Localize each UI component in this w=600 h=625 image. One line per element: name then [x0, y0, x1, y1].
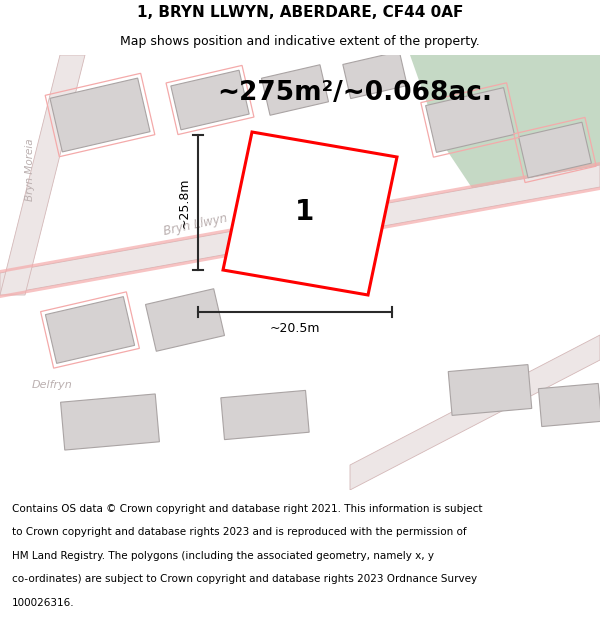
Text: 1, BRYN LLWYN, ABERDARE, CF44 0AF: 1, BRYN LLWYN, ABERDARE, CF44 0AF [137, 4, 463, 19]
Polygon shape [518, 122, 592, 177]
Polygon shape [262, 65, 329, 115]
Polygon shape [0, 187, 600, 298]
Text: HM Land Registry. The polygons (including the associated geometry, namely x, y: HM Land Registry. The polygons (includin… [12, 551, 434, 561]
Text: ~20.5m: ~20.5m [270, 322, 320, 336]
Text: to Crown copyright and database rights 2023 and is reproduced with the permissio: to Crown copyright and database rights 2… [12, 527, 467, 537]
Text: Map shows position and indicative extent of the property.: Map shows position and indicative extent… [120, 35, 480, 48]
Text: ~275m²/~0.068ac.: ~275m²/~0.068ac. [218, 80, 493, 106]
Polygon shape [343, 51, 407, 99]
Text: Bryn Moreia: Bryn Moreia [25, 139, 35, 201]
Text: Delfryn: Delfryn [32, 380, 73, 390]
Text: ~25.8m: ~25.8m [178, 177, 191, 227]
Polygon shape [425, 88, 514, 152]
Polygon shape [50, 78, 150, 152]
Polygon shape [145, 289, 224, 351]
Polygon shape [0, 55, 85, 295]
Polygon shape [46, 297, 134, 363]
Text: 1: 1 [295, 198, 314, 226]
Polygon shape [0, 165, 600, 295]
Text: Bryn Llwyn: Bryn Llwyn [162, 212, 228, 238]
Polygon shape [538, 384, 600, 426]
Polygon shape [171, 70, 249, 130]
Polygon shape [221, 391, 309, 439]
Polygon shape [223, 132, 397, 295]
Polygon shape [350, 335, 600, 490]
Text: Contains OS data © Crown copyright and database right 2021. This information is : Contains OS data © Crown copyright and d… [12, 504, 482, 514]
Polygon shape [0, 162, 600, 273]
Polygon shape [410, 55, 600, 200]
Text: 100026316.: 100026316. [12, 598, 74, 608]
Text: co-ordinates) are subject to Crown copyright and database rights 2023 Ordnance S: co-ordinates) are subject to Crown copyr… [12, 574, 477, 584]
Polygon shape [61, 394, 160, 450]
Polygon shape [448, 364, 532, 416]
